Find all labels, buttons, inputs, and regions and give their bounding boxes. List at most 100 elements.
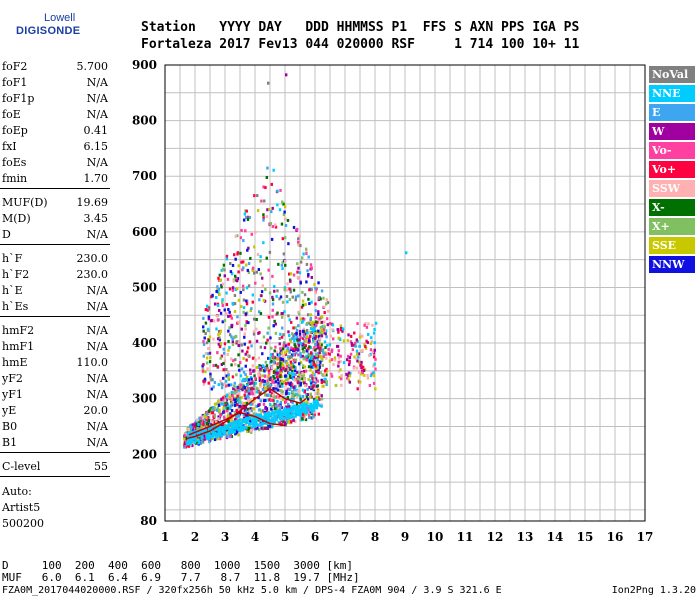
echo-point <box>223 399 227 403</box>
echo-point <box>292 353 295 357</box>
echo-point <box>305 249 308 253</box>
echo-point <box>203 377 207 381</box>
echo-point <box>257 356 261 360</box>
echo-point <box>184 444 187 448</box>
echo-point <box>299 408 303 412</box>
param-row: B1 N/A <box>2 436 108 450</box>
echo-point <box>282 344 286 348</box>
echo-point <box>308 288 311 292</box>
echo-point <box>358 380 362 384</box>
echo-point <box>265 426 268 430</box>
echo-point <box>368 383 372 387</box>
echo-point <box>292 415 296 419</box>
echo-point <box>244 410 248 414</box>
echo-point <box>309 395 312 399</box>
echo-point <box>226 395 230 399</box>
echo-point <box>213 302 217 306</box>
echo-point <box>219 437 222 441</box>
echo-point <box>359 333 362 337</box>
param-name: yE <box>2 404 17 417</box>
param-value: N/A <box>86 436 108 449</box>
echo-point <box>259 382 262 386</box>
echo-point <box>320 334 324 338</box>
echo-point <box>358 335 362 339</box>
echo-point <box>292 326 295 330</box>
echo-point <box>268 356 272 360</box>
echo-point <box>288 364 292 368</box>
echo-point <box>307 365 311 369</box>
echo-point <box>225 291 228 295</box>
echo-point <box>323 377 326 381</box>
echo-point <box>242 403 245 407</box>
echo-point <box>347 333 350 337</box>
echo-point <box>257 331 260 335</box>
echo-point <box>272 387 275 391</box>
echo-point <box>288 365 292 369</box>
echo-point <box>271 308 274 312</box>
echo-point <box>307 255 310 259</box>
x-tick-label: 3 <box>221 530 229 544</box>
echo-point <box>254 426 257 430</box>
echo-point <box>311 324 314 328</box>
echo-point <box>272 417 275 421</box>
echo-point <box>242 288 245 292</box>
echo-point <box>239 385 243 389</box>
echo-point <box>271 411 275 415</box>
echo-point <box>268 419 271 423</box>
echo-point <box>322 379 326 383</box>
echo-point <box>372 331 376 335</box>
echo-point <box>274 225 278 229</box>
echo-point <box>228 333 232 337</box>
echo-point <box>261 276 264 280</box>
echo-point <box>228 326 231 330</box>
echo-point <box>238 428 241 432</box>
echo-point <box>299 260 303 264</box>
echo-point <box>313 373 316 377</box>
echo-point <box>224 379 228 383</box>
echo-point <box>294 345 297 349</box>
echo-point <box>277 262 280 266</box>
echo-point <box>221 376 225 380</box>
echo-point <box>253 423 256 427</box>
echo-point <box>204 435 207 439</box>
echo-point <box>234 362 237 366</box>
echo-point <box>191 438 194 442</box>
echo-point <box>328 352 331 356</box>
echo-point <box>303 378 306 382</box>
echo-point <box>200 425 204 429</box>
echo-point <box>222 430 225 434</box>
echo-point <box>224 402 227 406</box>
echo-point <box>320 289 324 293</box>
echo-point <box>360 369 364 373</box>
echo-point <box>247 321 250 325</box>
echo-point <box>290 362 293 366</box>
param-value: N/A <box>86 108 108 121</box>
echo-point <box>227 426 230 430</box>
echo-point <box>239 425 242 429</box>
echo-point <box>310 365 313 369</box>
echo-point <box>316 355 320 359</box>
echo-point <box>319 371 322 375</box>
echo-point <box>351 348 355 352</box>
echo-point <box>251 269 255 273</box>
echo-point <box>247 246 250 250</box>
echo-point <box>283 260 287 264</box>
echo-point <box>299 335 302 339</box>
echo-point <box>320 315 323 319</box>
echo-point <box>309 330 312 334</box>
echo-point <box>222 347 225 351</box>
echo-point <box>246 418 250 422</box>
echo-point <box>263 393 267 397</box>
echo-point <box>267 393 270 397</box>
echo-point <box>262 213 265 217</box>
echo-point <box>279 381 282 385</box>
echo-point <box>276 388 280 392</box>
echo-point <box>269 376 272 380</box>
echo-point <box>211 437 214 441</box>
echo-point <box>216 318 220 322</box>
echo-point <box>255 270 259 274</box>
echo-point <box>291 369 294 373</box>
param-value: N/A <box>86 420 108 433</box>
echo-point <box>293 333 296 337</box>
echo-point <box>257 373 260 377</box>
